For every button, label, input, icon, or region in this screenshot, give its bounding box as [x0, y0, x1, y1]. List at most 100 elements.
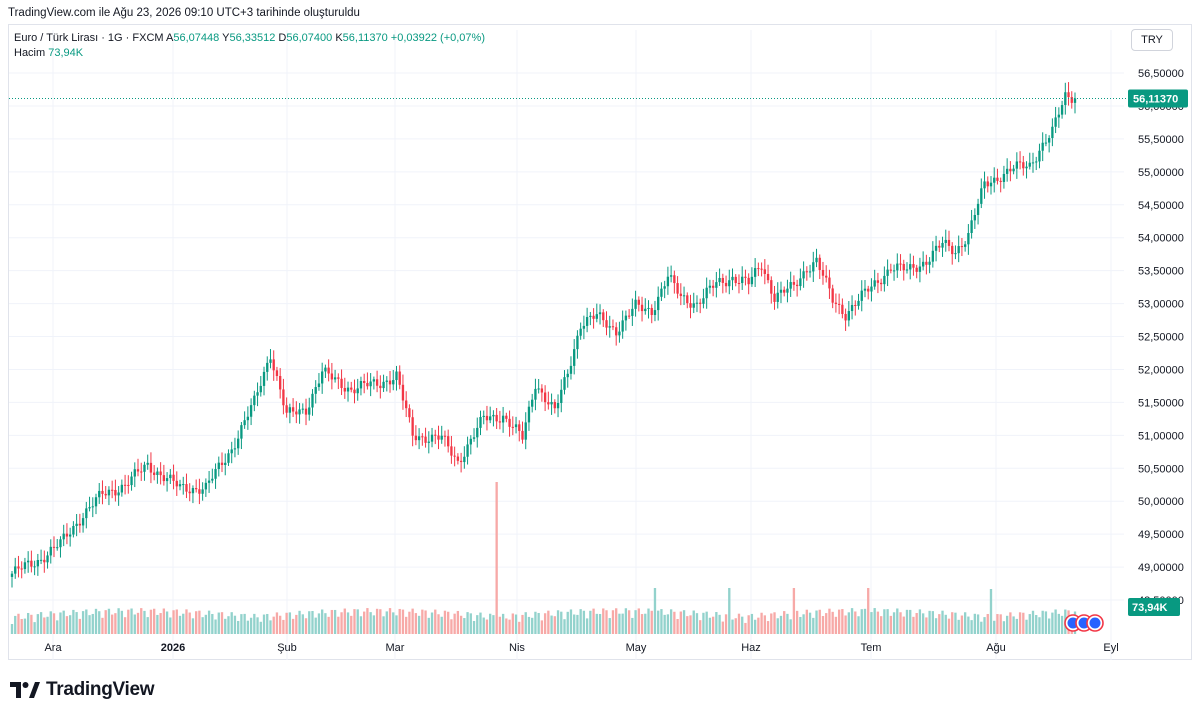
volume-bar: [227, 616, 230, 634]
candle-body: [831, 288, 834, 303]
volume-bar: [508, 619, 511, 634]
candle-body: [266, 362, 269, 372]
candle-body: [689, 303, 692, 308]
volume-bar: [715, 612, 718, 634]
volume-bar: [246, 620, 250, 634]
candle-body: [724, 282, 728, 287]
volume-bar: [204, 614, 208, 634]
volume-bar: [876, 611, 880, 634]
volume-bar: [136, 612, 140, 634]
tradingview-logo[interactable]: TradingView: [10, 679, 155, 701]
volume-bar: [676, 619, 679, 634]
candle-body: [1054, 117, 1057, 127]
candle-body: [324, 367, 327, 372]
legend-high-value: 56,33512: [229, 32, 276, 44]
volume-bar: [621, 613, 624, 634]
volume-bar: [26, 612, 30, 634]
candle-body: [463, 456, 466, 463]
volume-bar: [98, 611, 101, 634]
volume-bar: [514, 614, 518, 634]
volume-bar: [288, 612, 292, 634]
y-tick-label: 54,50000: [1138, 200, 1184, 212]
volume-bar: [831, 611, 834, 634]
volume-bar: [421, 609, 424, 634]
volume-bar: [414, 613, 418, 634]
candle-body: [615, 327, 618, 336]
volume-bar: [1009, 612, 1012, 634]
volume-bar: [705, 611, 708, 634]
candle-body: [198, 489, 201, 494]
volume-bar: [728, 588, 731, 634]
candle-body: [818, 257, 821, 270]
candle-body: [886, 269, 889, 276]
candle-body: [870, 286, 873, 292]
volume-bar: [440, 616, 443, 634]
volume-bar: [928, 610, 931, 634]
volume-bar: [805, 609, 808, 634]
candle-body: [673, 275, 676, 284]
candle-body: [437, 435, 440, 440]
candle-body: [841, 304, 844, 314]
candle-body: [392, 380, 395, 385]
volume-bar: [49, 611, 52, 634]
candle-body: [175, 480, 178, 487]
volume-bar: [760, 612, 763, 634]
volume-bar: [789, 619, 792, 634]
candle-body: [479, 416, 482, 428]
volume-bar: [753, 619, 757, 634]
volume-bar: [867, 588, 870, 634]
candle-body: [136, 469, 140, 472]
candle-body: [233, 448, 237, 450]
candle-body: [182, 484, 185, 486]
volume-bar: [883, 609, 886, 634]
candle-body: [863, 288, 867, 291]
volume-bar: [993, 620, 996, 634]
volume-bar: [1015, 618, 1019, 634]
candle-body: [1073, 98, 1077, 103]
candle-body: [621, 320, 624, 332]
candle-body: [676, 283, 679, 294]
volume-bar: [401, 609, 405, 634]
volume-bar: [130, 608, 133, 634]
candle-body: [547, 402, 550, 405]
currency-button[interactable]: TRY: [1131, 29, 1173, 51]
volume-bar: [437, 614, 440, 634]
candle-body: [592, 315, 595, 319]
candle-body: [611, 326, 615, 328]
volume-bar: [259, 621, 262, 634]
volume-bar: [708, 617, 712, 634]
volume-bar: [178, 615, 182, 634]
candle-body: [837, 303, 841, 305]
volume-bar: [1041, 610, 1044, 634]
x-tick-label: May: [626, 642, 647, 654]
volume-bar: [1028, 614, 1031, 634]
volume-bar: [217, 612, 220, 634]
candle-body: [427, 441, 430, 443]
volume-bar: [808, 612, 812, 634]
volume-bar: [644, 613, 647, 634]
volume-bar: [101, 617, 104, 634]
candle-body: [569, 365, 573, 374]
volume-bar: [560, 611, 563, 634]
candle-body: [821, 269, 825, 276]
volume-bar: [463, 618, 466, 634]
candle-body: [104, 493, 107, 496]
volume-bar: [1051, 612, 1054, 634]
volume-bar: [46, 616, 49, 634]
candle-body: [721, 277, 724, 283]
candle-body: [56, 547, 59, 549]
volume-bar: [321, 609, 324, 634]
volume-bar: [62, 610, 65, 634]
candle-body: [815, 257, 818, 263]
candle-body: [915, 267, 918, 272]
volume-bar: [117, 608, 120, 634]
candle-body: [543, 392, 547, 403]
volume-bar: [673, 611, 676, 634]
candle-body: [663, 286, 666, 289]
volume-bar: [954, 612, 957, 634]
volume-bar: [556, 610, 560, 634]
volume-bar: [847, 612, 850, 634]
candle-body: [805, 271, 808, 273]
candle-body: [485, 415, 489, 421]
